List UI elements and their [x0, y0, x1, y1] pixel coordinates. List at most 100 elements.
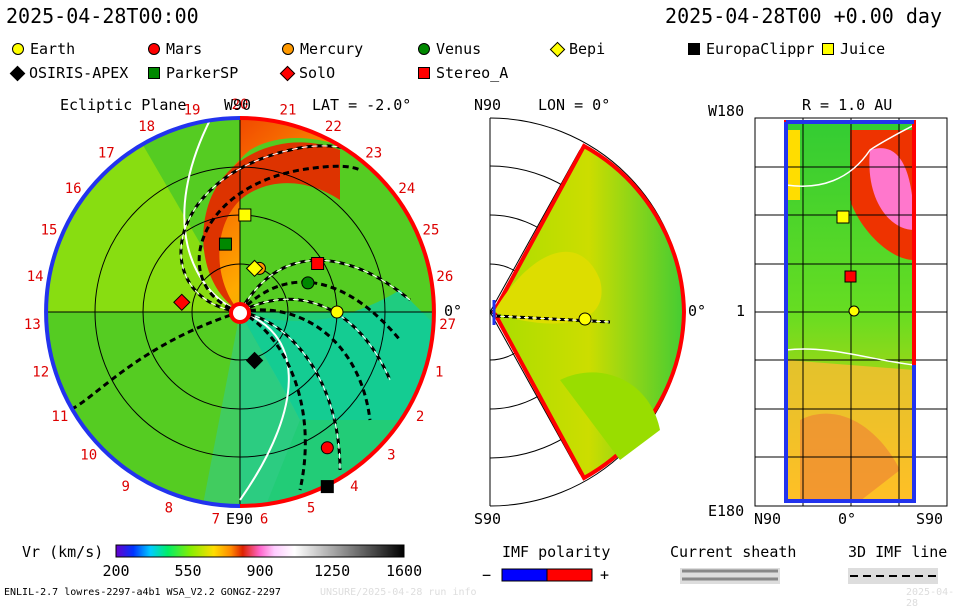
legend-label: Bepi: [569, 40, 606, 58]
sector-label: 7: [212, 512, 220, 528]
colorbar-tick-label: 550: [174, 562, 202, 580]
circle-marker-icon: [282, 43, 294, 55]
legend-label: Mercury: [300, 40, 364, 58]
sector-label: 3: [387, 448, 395, 464]
legend-item-bepi: Bepi: [549, 40, 606, 58]
sector-label: 5: [307, 500, 315, 516]
current-sheath-legend: [680, 568, 780, 584]
legend-label: OSIRIS-APEX: [29, 64, 129, 82]
sector-label: 20: [232, 97, 249, 113]
sector-label: 18: [138, 119, 155, 135]
marker-mars: [320, 441, 334, 455]
legend-item-earth: Earth: [12, 40, 75, 58]
sector-label: 4: [350, 479, 358, 495]
meridional-top-label: N90: [474, 96, 502, 114]
legend-item-mars: Mars: [148, 40, 202, 58]
meridional-right-label: 0°: [688, 302, 707, 320]
legend-item-juice: Juice: [822, 40, 885, 58]
sector-label: 6: [260, 512, 268, 528]
marker-europaclippr: [320, 480, 334, 494]
sphere-x-right: S90: [916, 510, 944, 528]
sphere-panel: [754, 117, 948, 507]
timestamp-right: 2025-04-28T00 +0.00 day: [665, 4, 942, 28]
legend-label: Mars: [166, 40, 203, 58]
imf-negative-bar: [501, 568, 548, 582]
marker-parkersp: [218, 237, 232, 251]
meridional-lon-label: LON = 0°: [538, 96, 611, 114]
colorbar-tick-label: 1600: [386, 562, 423, 580]
sector-label: 11: [51, 409, 68, 425]
circle-marker-icon: [418, 43, 430, 55]
colorbar-tick-label: 1250: [314, 562, 351, 580]
ecliptic-top-label: W90: [224, 96, 252, 114]
sector-label: 12: [32, 365, 49, 381]
sphere-r-label: R = 1.0 AU: [802, 96, 893, 114]
marker-juice: [238, 208, 252, 222]
circle-marker-icon: [12, 43, 24, 55]
meridional-bottom-label: S90: [474, 510, 502, 528]
square-marker-icon: [688, 43, 700, 55]
sphere-earth-marker: [848, 305, 860, 317]
legend-label: Earth: [30, 40, 76, 58]
ecliptic-lat-label: LAT = -2.0°: [312, 96, 412, 114]
sector-label: 10: [80, 448, 97, 464]
sun-icon: [229, 302, 251, 324]
sphere-stereo-a-marker: [844, 270, 857, 283]
square-marker-icon: [822, 43, 834, 55]
legend-item-venus: Venus: [418, 40, 481, 58]
timestamp-left: 2025-04-28T00:00: [6, 4, 199, 28]
ecliptic-right-label: 0°: [444, 302, 463, 320]
sector-label: 16: [65, 181, 82, 197]
sector-label: 25: [423, 223, 440, 239]
legend-item-stereo-a: Stereo_A: [418, 64, 508, 82]
sphere-top-label: W180: [708, 102, 745, 120]
sphere-bottom-label: E180: [708, 502, 745, 520]
colorbar: [115, 544, 405, 558]
sphere-x-left: N90: [754, 510, 782, 528]
sector-label: 9: [121, 479, 129, 495]
marker-stereo-a: [311, 257, 325, 270]
ecliptic-panel: [44, 116, 436, 508]
sheath-title: Current sheath: [670, 543, 797, 561]
colorbar-label: Vr (km/s): [22, 543, 104, 561]
sphere-mid-label: 1: [736, 302, 746, 320]
legend-label: Stereo_A: [436, 64, 509, 82]
sector-label: 22: [325, 119, 342, 135]
ecliptic-title: Ecliptic Plane: [60, 96, 187, 114]
sector-label: 15: [41, 223, 58, 239]
legend-label: Venus: [436, 40, 482, 58]
legend-label: Juice: [840, 40, 886, 58]
sector-label: 13: [24, 317, 41, 333]
legend-item-solo: SolO: [279, 64, 336, 82]
line3d-title: 3D IMF line: [848, 543, 948, 561]
imf-minus: −: [482, 566, 492, 584]
legend-item-europaclippr: EuropaClippr: [688, 40, 814, 58]
legend-item-mercury: Mercury: [282, 40, 363, 58]
marker-bepi: [245, 259, 264, 278]
footer-run: UNSURE/2025-04-28 run info: [320, 587, 477, 598]
imf-plus: +: [600, 566, 610, 584]
marker-earth: [330, 305, 344, 319]
meridional-panel: [489, 117, 687, 507]
legend-label: SolO: [299, 64, 336, 82]
square-marker-icon: [148, 67, 160, 79]
sector-label: 27: [439, 317, 456, 333]
circle-marker-icon: [148, 43, 160, 55]
sector-label: 17: [98, 146, 115, 162]
sector-label: 19: [184, 103, 201, 119]
sphere-x-mid: 0°: [838, 510, 857, 528]
sector-label: 1: [435, 365, 443, 381]
imf-positive-bar: [546, 568, 593, 582]
legend-item-osiris-apex: OSIRIS-APEX: [9, 64, 129, 82]
sector-label: 14: [27, 269, 44, 285]
sector-label: 24: [398, 181, 415, 197]
meridional-earth-marker: [578, 312, 592, 326]
square-marker-icon: [418, 67, 430, 79]
sector-label: 2: [416, 409, 424, 425]
imf-line-legend: [848, 568, 938, 584]
marker-osiris-apex: [245, 351, 264, 370]
sector-label: 26: [436, 269, 453, 285]
ecliptic-bottom-label: E90: [226, 510, 254, 528]
marker-venus: [301, 276, 315, 290]
